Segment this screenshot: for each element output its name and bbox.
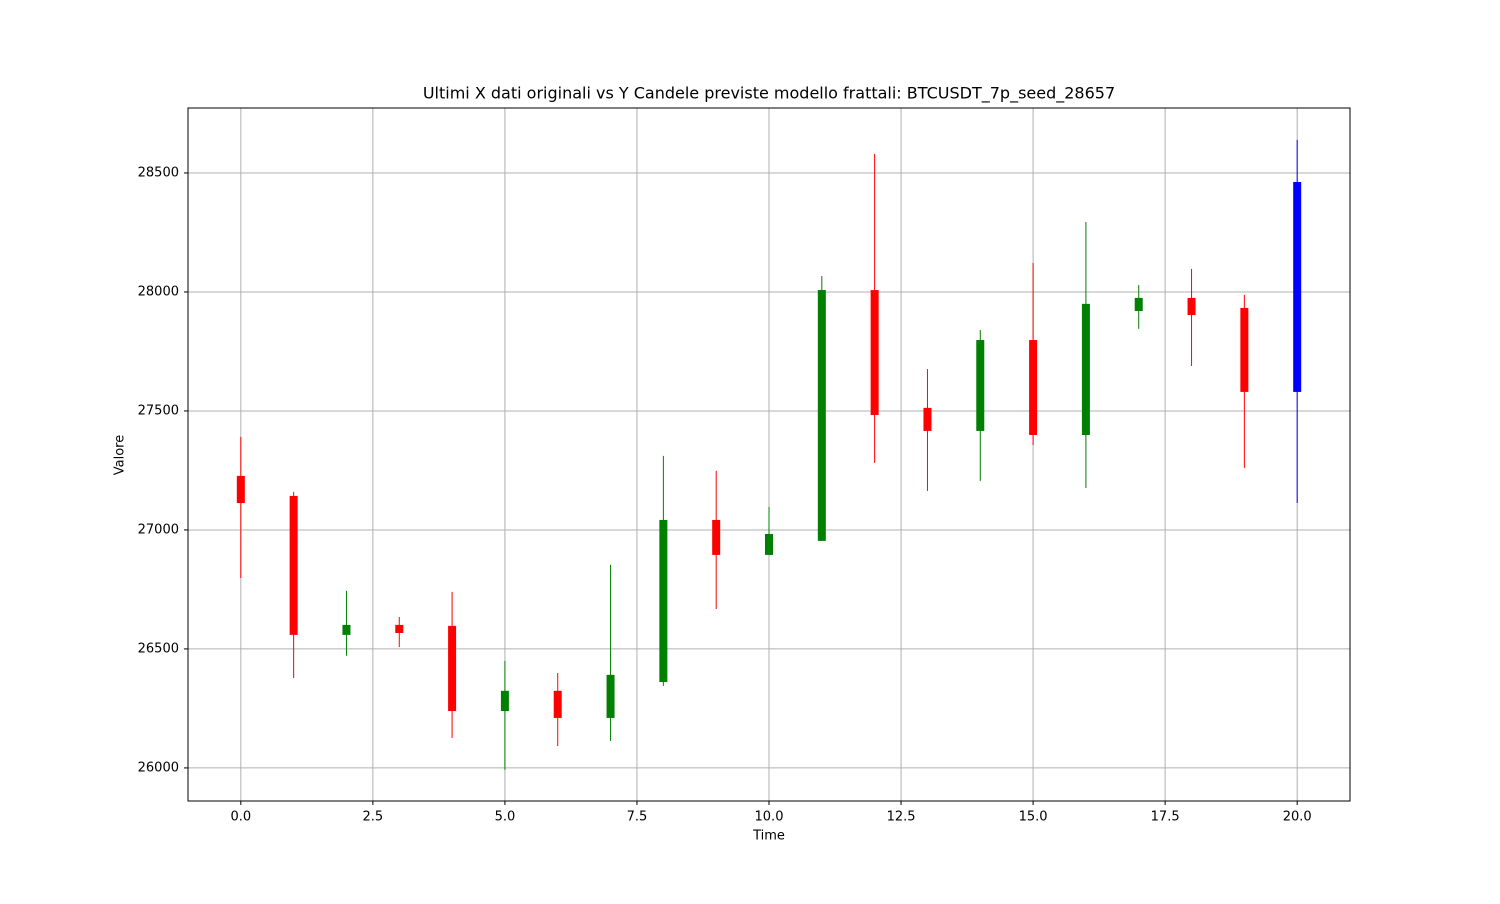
y-tick-label: 28500 xyxy=(138,165,179,180)
candle-body xyxy=(289,495,298,635)
candle-body xyxy=(1187,297,1196,316)
x-tick-label: 17.5 xyxy=(1151,810,1180,825)
candle-body xyxy=(1293,182,1302,392)
candle-body xyxy=(1134,297,1143,311)
candle-body xyxy=(606,674,615,718)
candle-body xyxy=(1029,340,1038,435)
x-tick-label: 15.0 xyxy=(1019,810,1048,825)
plot-frame xyxy=(187,107,1351,802)
y-tick-label: 28000 xyxy=(138,284,179,299)
y-tick-label: 26500 xyxy=(138,641,179,656)
candle-body xyxy=(236,475,245,504)
x-tick-label: 10.0 xyxy=(755,810,784,825)
candle-body xyxy=(659,519,668,683)
candle-body xyxy=(870,290,879,415)
x-tick-label: 0.0 xyxy=(230,810,251,825)
candle-body xyxy=(1240,307,1249,392)
y-tick-label: 26000 xyxy=(138,760,179,775)
chart-title: Ultimi X dati originali vs Y Candele pre… xyxy=(423,84,1115,104)
x-tick-label: 7.5 xyxy=(627,810,648,825)
y-axis-label: Valore xyxy=(113,435,128,475)
candle-body xyxy=(712,519,721,555)
candle-body xyxy=(553,690,562,718)
candle-body xyxy=(923,407,932,431)
candle-body xyxy=(395,624,404,633)
candle-body xyxy=(817,290,826,541)
x-tick-label: 12.5 xyxy=(887,810,916,825)
candle-body xyxy=(976,340,985,431)
x-axis-label: Time xyxy=(752,829,785,844)
candle-body xyxy=(765,533,773,555)
x-tick-label: 2.5 xyxy=(363,810,384,825)
candle-body xyxy=(500,690,509,712)
candle-body xyxy=(448,625,457,712)
y-tick-label: 27500 xyxy=(138,403,179,418)
x-tick-label: 20.0 xyxy=(1283,810,1312,825)
y-tick-label: 27000 xyxy=(138,522,179,537)
candle-body xyxy=(342,624,351,635)
candle-body xyxy=(1081,303,1090,435)
x-tick-label: 5.0 xyxy=(495,810,516,825)
